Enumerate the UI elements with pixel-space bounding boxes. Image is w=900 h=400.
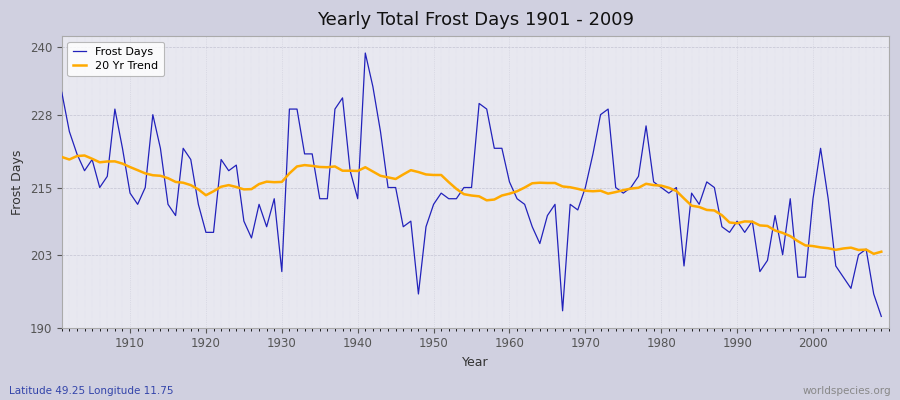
20 Yr Trend bbox=[79, 153, 90, 158]
Frost Days bbox=[504, 180, 515, 184]
Frost Days bbox=[117, 146, 128, 151]
Frost Days bbox=[876, 314, 886, 319]
Y-axis label: Frost Days: Frost Days bbox=[11, 149, 24, 215]
20 Yr Trend bbox=[504, 191, 515, 196]
20 Yr Trend bbox=[338, 168, 348, 173]
20 Yr Trend bbox=[292, 164, 302, 169]
20 Yr Trend bbox=[876, 249, 886, 254]
20 Yr Trend bbox=[512, 189, 523, 194]
Frost Days bbox=[360, 51, 371, 56]
Frost Days bbox=[512, 196, 523, 201]
20 Yr Trend bbox=[57, 154, 68, 159]
X-axis label: Year: Year bbox=[462, 356, 489, 369]
Line: Frost Days: Frost Days bbox=[62, 53, 881, 316]
Frost Days bbox=[284, 107, 295, 112]
Frost Days bbox=[329, 107, 340, 112]
20 Yr Trend bbox=[125, 165, 136, 170]
20 Yr Trend bbox=[603, 191, 614, 196]
20 Yr Trend bbox=[868, 252, 879, 256]
Text: worldspecies.org: worldspecies.org bbox=[803, 386, 891, 396]
Text: Latitude 49.25 Longitude 11.75: Latitude 49.25 Longitude 11.75 bbox=[9, 386, 174, 396]
Title: Yearly Total Frost Days 1901 - 2009: Yearly Total Frost Days 1901 - 2009 bbox=[317, 11, 634, 29]
Line: 20 Yr Trend: 20 Yr Trend bbox=[62, 156, 881, 254]
Frost Days bbox=[603, 107, 614, 112]
Frost Days bbox=[57, 90, 68, 95]
Legend: Frost Days, 20 Yr Trend: Frost Days, 20 Yr Trend bbox=[68, 42, 164, 76]
